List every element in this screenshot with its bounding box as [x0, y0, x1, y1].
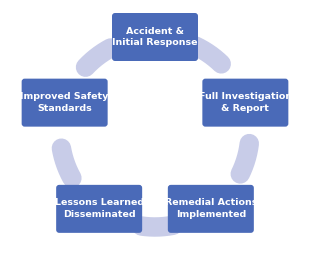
FancyBboxPatch shape — [202, 79, 288, 127]
FancyBboxPatch shape — [56, 185, 142, 233]
Text: Lessons Learned
Disseminated: Lessons Learned Disseminated — [55, 198, 144, 219]
Text: Accident &
Initial Response: Accident & Initial Response — [112, 27, 198, 48]
FancyBboxPatch shape — [112, 13, 198, 61]
FancyBboxPatch shape — [22, 79, 108, 127]
Text: Improved Safety
Standards: Improved Safety Standards — [20, 92, 109, 113]
FancyBboxPatch shape — [168, 185, 254, 233]
Text: Remedial Actions
Implemented: Remedial Actions Implemented — [165, 198, 257, 219]
Text: Full Investigation
& Report: Full Investigation & Report — [199, 92, 292, 113]
